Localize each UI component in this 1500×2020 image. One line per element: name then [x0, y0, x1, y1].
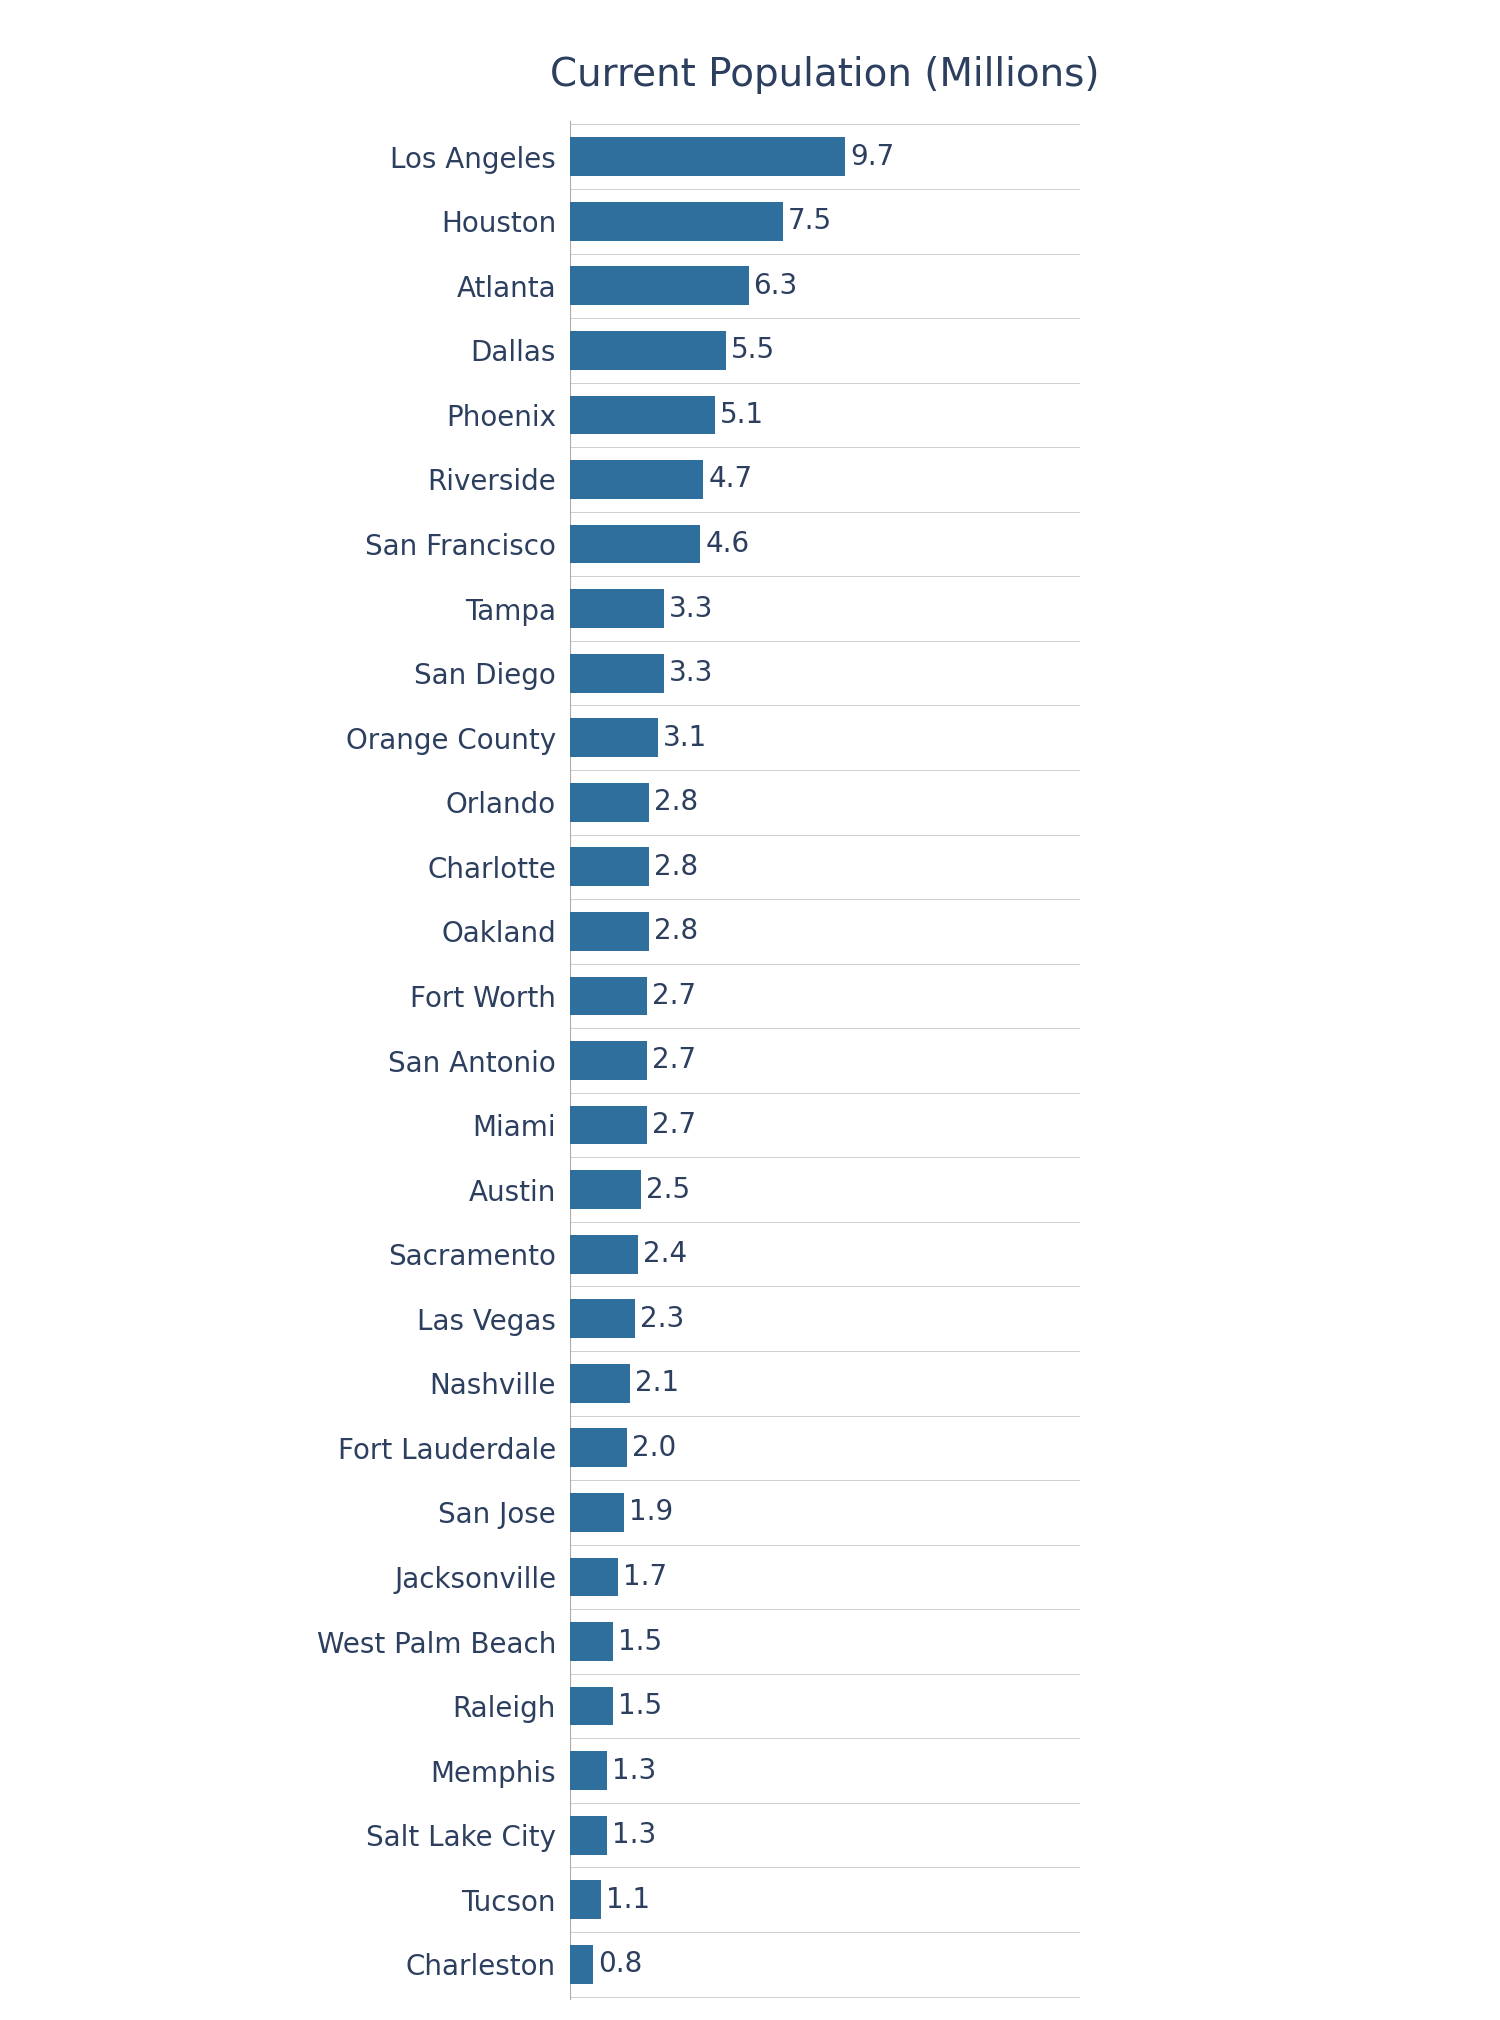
- Bar: [570, 1881, 602, 1919]
- Bar: [570, 1557, 618, 1596]
- Bar: [570, 1945, 592, 1984]
- Text: 1.7: 1.7: [624, 1563, 668, 1592]
- Bar: [570, 267, 748, 305]
- Title: Current Population (Millions): Current Population (Millions): [550, 57, 1100, 95]
- Bar: [570, 848, 650, 887]
- Text: 2.5: 2.5: [646, 1176, 690, 1204]
- Bar: [570, 461, 704, 499]
- Bar: [570, 1622, 612, 1660]
- Text: 3.1: 3.1: [663, 723, 706, 751]
- Text: 2.1: 2.1: [634, 1370, 678, 1398]
- Text: 3.3: 3.3: [669, 659, 712, 687]
- Bar: [570, 331, 726, 370]
- Text: 6.3: 6.3: [753, 273, 798, 299]
- Text: 2.7: 2.7: [651, 1111, 696, 1139]
- Bar: [570, 911, 650, 951]
- Text: 1.9: 1.9: [628, 1499, 674, 1527]
- Bar: [570, 1493, 624, 1531]
- Text: 1.3: 1.3: [612, 1757, 656, 1784]
- Text: 2.3: 2.3: [640, 1305, 684, 1333]
- Bar: [570, 137, 844, 176]
- Text: 2.8: 2.8: [654, 917, 699, 945]
- Text: 4.7: 4.7: [708, 465, 753, 493]
- Text: 2.7: 2.7: [651, 982, 696, 1010]
- Text: 3.3: 3.3: [669, 594, 712, 622]
- Bar: [570, 719, 658, 758]
- Bar: [570, 654, 663, 693]
- Bar: [570, 784, 650, 822]
- Text: 4.6: 4.6: [705, 529, 750, 558]
- Bar: [570, 396, 714, 434]
- Text: 7.5: 7.5: [788, 208, 831, 234]
- Text: 1.5: 1.5: [618, 1628, 662, 1656]
- Bar: [570, 1816, 608, 1854]
- Bar: [570, 1687, 612, 1725]
- Text: 2.4: 2.4: [644, 1240, 687, 1269]
- Bar: [570, 1751, 608, 1790]
- Bar: [570, 1040, 646, 1081]
- Bar: [570, 1170, 640, 1210]
- Text: 1.5: 1.5: [618, 1693, 662, 1721]
- Text: 1.3: 1.3: [612, 1822, 656, 1848]
- Text: 2.8: 2.8: [654, 788, 699, 816]
- Bar: [570, 590, 663, 628]
- Bar: [570, 1428, 627, 1467]
- Text: 9.7: 9.7: [850, 143, 894, 172]
- Bar: [570, 976, 646, 1016]
- Text: 2.8: 2.8: [654, 852, 699, 881]
- Bar: [570, 1364, 630, 1402]
- Text: 1.1: 1.1: [606, 1887, 651, 1913]
- Text: 5.1: 5.1: [720, 400, 764, 428]
- Text: 0.8: 0.8: [598, 1949, 642, 1978]
- Text: 2.7: 2.7: [651, 1046, 696, 1075]
- Text: 5.5: 5.5: [730, 337, 776, 364]
- Bar: [570, 1105, 646, 1145]
- Bar: [570, 202, 783, 240]
- Bar: [570, 1234, 638, 1273]
- Bar: [570, 1299, 634, 1337]
- Bar: [570, 525, 700, 564]
- Text: 2.0: 2.0: [632, 1434, 676, 1462]
